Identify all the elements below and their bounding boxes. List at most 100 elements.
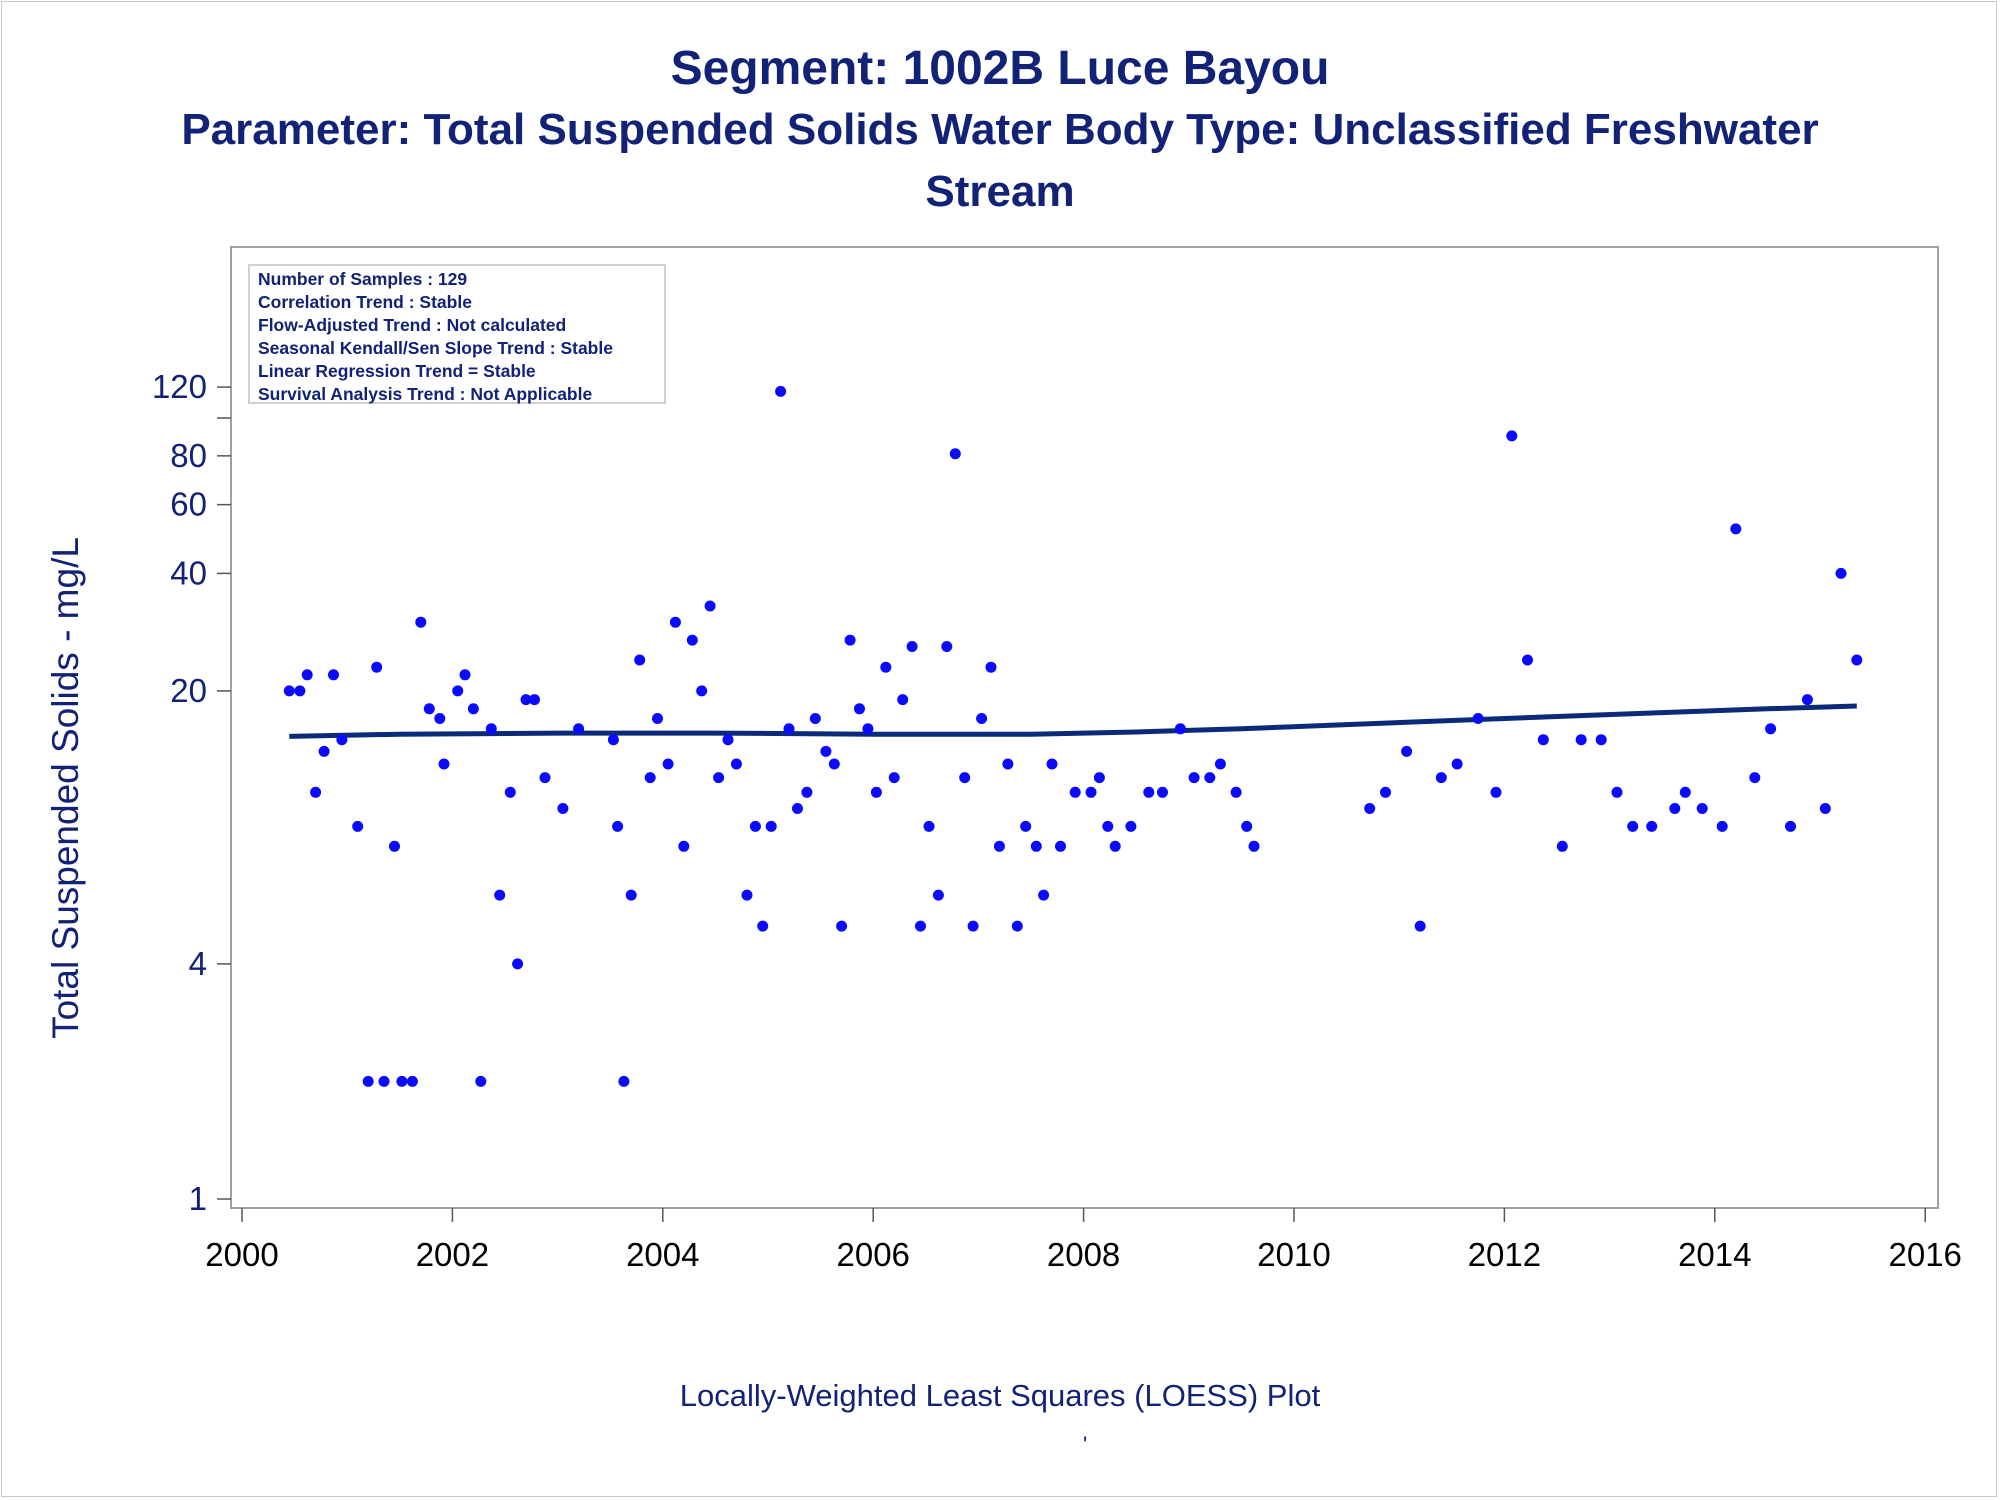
data-point (415, 616, 427, 628)
data-point (1537, 734, 1549, 746)
data-point (1125, 820, 1137, 832)
data-point (1851, 654, 1863, 666)
data-point (452, 685, 464, 697)
data-point (1646, 820, 1658, 832)
chart-title: Segment: 1002B Luce Bayou (670, 42, 1330, 95)
data-point (870, 786, 882, 798)
stats-legend-box: Number of Samples : 129 Correlation Tren… (248, 264, 666, 404)
data-point (696, 685, 708, 697)
data-point (757, 920, 769, 932)
stat-linear-regression-trend: Linear Regression Trend = Stable (258, 361, 536, 381)
data-point (765, 820, 777, 832)
data-point (1611, 786, 1623, 798)
data-point (669, 616, 681, 628)
data-point (1765, 723, 1777, 735)
data-point (1085, 786, 1097, 798)
loess-trend-line (289, 703, 1857, 739)
x-tick-label: 2008 (1047, 1236, 1120, 1273)
data-point (678, 840, 690, 852)
data-point (1679, 786, 1691, 798)
data-point (1011, 920, 1023, 932)
data-point (459, 669, 471, 681)
chart-subtitle: Parameter: Total Suspended Solids Water … (181, 105, 1819, 154)
data-point (1102, 820, 1114, 832)
data-point (932, 889, 944, 901)
data-point (1435, 772, 1447, 784)
data-point (1472, 713, 1484, 724)
data-point (485, 723, 497, 735)
axes: 1 4 20 40 60 80 120 2000 2002 2004 2006 2008 2010 201… (152, 246, 1962, 1273)
data-point (1093, 772, 1105, 784)
data-point (1230, 786, 1242, 798)
data-point (1835, 567, 1847, 579)
data-point (1575, 734, 1587, 746)
data-point (828, 758, 840, 770)
y-tick-label: 120 (152, 368, 207, 405)
data-point (1414, 920, 1426, 932)
x-tick-label: 2014 (1678, 1236, 1751, 1273)
data-point (283, 685, 295, 697)
data-point (1506, 430, 1518, 442)
data-point (959, 772, 971, 784)
data-point (1380, 786, 1391, 798)
data-point (1069, 786, 1081, 798)
data-point (294, 685, 306, 697)
data-point (406, 1075, 418, 1087)
data-point (854, 703, 865, 715)
data-point (652, 713, 663, 724)
data-point (301, 669, 313, 681)
y-tick-label: 4 (189, 945, 207, 982)
x-tick-label: 2012 (1468, 1236, 1541, 1273)
footnote-mark: ' (1083, 1432, 1088, 1457)
data-point (941, 641, 953, 652)
data-point (1204, 772, 1216, 784)
data-point (1030, 840, 1042, 852)
data-point (783, 723, 795, 735)
data-point (1716, 820, 1728, 832)
data-point (1627, 820, 1639, 832)
data-point (625, 889, 637, 901)
data-point (844, 634, 856, 646)
stat-flow-adjusted-trend: Flow-Adjusted Trend : Not calculated (258, 315, 567, 335)
loess-line-layer (289, 703, 1857, 739)
data-point (836, 920, 848, 932)
data-point (1749, 772, 1761, 784)
data-point (634, 654, 646, 666)
y-axis-label: Total Suspended Solids - mg/L (45, 537, 86, 1039)
data-point (328, 669, 339, 681)
plot-footnote: Locally-Weighted Least Squares (LOESS) P… (679, 1378, 1321, 1413)
data-point (494, 889, 506, 901)
data-point (423, 703, 435, 715)
data-point (475, 1075, 487, 1087)
data-point (792, 803, 803, 814)
data-point (915, 920, 926, 932)
data-point (504, 786, 516, 798)
chart-subtitle-continued: Stream (925, 167, 1075, 216)
y-tick-label: 40 (170, 554, 207, 591)
data-point (985, 661, 997, 673)
data-point (880, 661, 892, 673)
data-point (1522, 654, 1533, 666)
data-point (809, 713, 821, 724)
data-point (923, 820, 935, 832)
data-point (1801, 694, 1813, 706)
x-tick-label: 2004 (626, 1236, 699, 1273)
data-point (1109, 840, 1121, 852)
data-point (607, 734, 619, 746)
data-point (434, 713, 446, 724)
data-point (1143, 786, 1155, 798)
data-point (704, 600, 716, 612)
data-point (336, 734, 348, 746)
data-point (539, 772, 551, 784)
stat-samples: Number of Samples : 129 (258, 269, 468, 289)
data-point (775, 385, 787, 397)
data-point (993, 840, 1005, 852)
x-tick-label: 2006 (836, 1236, 909, 1273)
data-point (1002, 758, 1014, 770)
data-point (378, 1075, 390, 1087)
data-point (612, 820, 624, 832)
y-tick-label: 20 (170, 672, 207, 709)
data-point (1038, 889, 1050, 901)
data-point (741, 889, 753, 901)
